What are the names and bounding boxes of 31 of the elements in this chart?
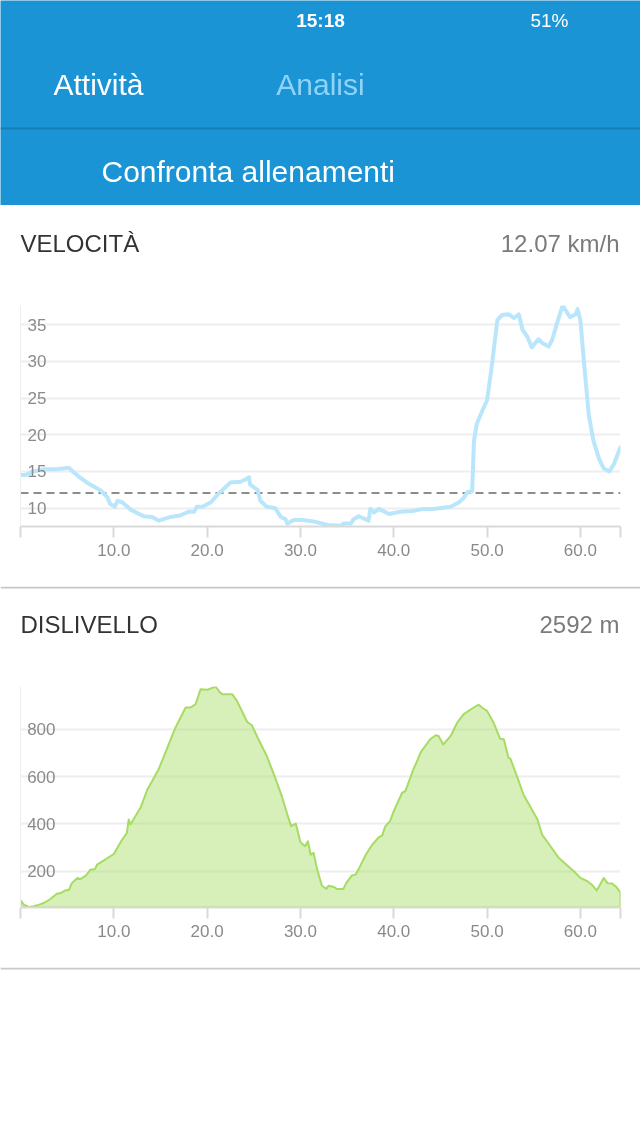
x-tick-label: 40.0 — [377, 540, 411, 560]
text: Confronta allenamenti — [101, 155, 396, 188]
x-tick-label: 20.0 — [190, 540, 224, 560]
text: 15:18 — [296, 10, 345, 31]
y-tick-label: 30 — [27, 352, 47, 372]
chart-title: VELOCITÀ — [20, 230, 140, 257]
x-tick-label: 50.0 — [470, 921, 504, 941]
text: Attività — [53, 68, 144, 101]
x-tick-label: 30.0 — [283, 540, 317, 560]
y-tick-label: 25 — [27, 389, 47, 409]
y-tick-label: 10 — [27, 499, 47, 519]
x-tick-label: 20.0 — [190, 921, 224, 941]
y-tick-label: 20 — [27, 425, 47, 445]
y-tick-label: 800 — [27, 720, 56, 740]
x-tick-label: 50.0 — [470, 540, 504, 560]
y-tick-label: 15 — [27, 462, 47, 482]
text: Analisi — [276, 68, 365, 101]
chart-subtitle: 12.07 km/h — [500, 230, 620, 257]
x-tick-label: 60.0 — [563, 540, 597, 560]
x-tick-label: 60.0 — [563, 921, 597, 941]
x-tick-label: 40.0 — [377, 921, 411, 941]
chart-subtitle: 2592 m — [539, 611, 620, 638]
y-tick-label: 35 — [27, 315, 47, 335]
y-tick-label: 600 — [27, 767, 56, 787]
x-tick-label: 30.0 — [283, 921, 317, 941]
chart-title: DISLIVELLO — [20, 611, 158, 638]
y-tick-label: 200 — [27, 862, 56, 882]
y-tick-label: 400 — [27, 814, 56, 834]
text: 51% — [530, 10, 569, 31]
x-tick-label: 10.0 — [97, 540, 131, 560]
x-tick-label: 10.0 — [97, 921, 131, 941]
